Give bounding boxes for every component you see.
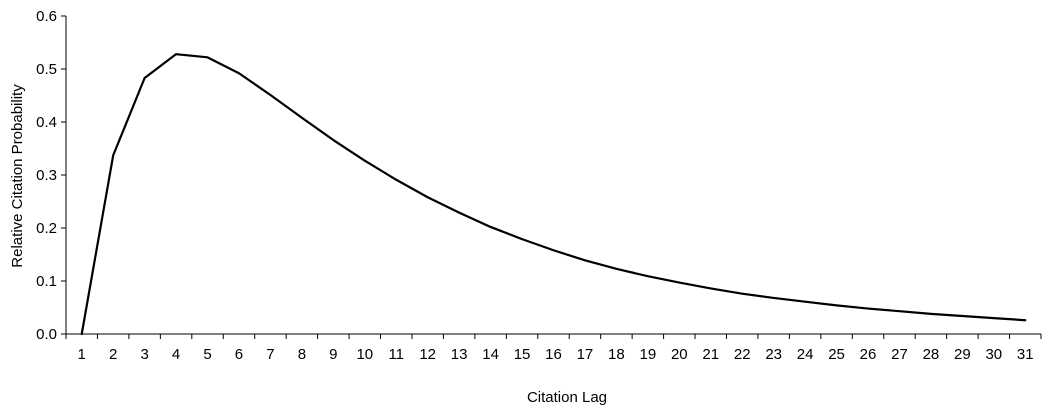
x-axis: 1 2 3 4 5 6 7 8 9 10 11 12 13 14 15 16 17 18 19 20 21 22 23 24 2…	[65, 333, 1042, 363]
x-tick-label: 31	[1017, 346, 1034, 363]
x-tick-label: 25	[828, 346, 845, 363]
y-tick-label: 0.3	[36, 167, 57, 184]
x-tick-label: 3	[140, 346, 148, 363]
x-tick-label: 27	[891, 346, 908, 363]
x-tick-label: 21	[702, 346, 719, 363]
x-tick-label: 15	[514, 346, 531, 363]
x-tick-label: 30	[985, 346, 1002, 363]
x-tick-label: 10	[356, 346, 373, 363]
x-tick-label: 6	[235, 346, 243, 363]
x-tick-label: 17	[577, 346, 594, 363]
y-axis: 0.0 0.1 0.2 0.3 0.4 0.5 0.6	[36, 8, 67, 343]
x-tick-label: 16	[545, 346, 562, 363]
x-tick-label: 2	[109, 346, 117, 363]
x-tick-label: 8	[298, 346, 306, 363]
y-tick-label: 0.0	[36, 326, 57, 343]
y-tick-label: 0.6	[36, 8, 57, 25]
series-line	[80, 53, 1027, 336]
series-group	[80, 53, 1027, 336]
x-tick-label: 22	[734, 346, 751, 363]
x-tick-label: 28	[923, 346, 940, 363]
x-tick-label: 19	[640, 346, 657, 363]
x-axis-label: Citation Lag	[527, 389, 607, 406]
x-tick-label: 20	[671, 346, 688, 363]
x-tick-label: 1	[78, 346, 86, 363]
x-tick-label: 24	[797, 346, 814, 363]
y-axis-label: Relative Citation Probability	[9, 84, 26, 268]
x-tick-label: 26	[860, 346, 877, 363]
x-tick-label: 9	[329, 346, 337, 363]
y-tick-label: 0.4	[36, 114, 57, 131]
x-tick-label: 23	[765, 346, 782, 363]
x-tick-label: 18	[608, 346, 625, 363]
x-tick-label: 13	[451, 346, 468, 363]
x-tick-label: 29	[954, 346, 971, 363]
x-tick-label: 4	[172, 346, 180, 363]
y-tick-label: 0.1	[36, 273, 57, 290]
y-tick-label: 0.5	[36, 61, 57, 78]
x-tick-label: 7	[266, 346, 274, 363]
x-tick-label: 12	[419, 346, 436, 363]
x-tick-label: 11	[388, 346, 404, 363]
y-tick-label: 0.2	[36, 220, 57, 237]
x-tick-label: 5	[203, 346, 211, 363]
x-tick-label: 14	[482, 346, 499, 363]
